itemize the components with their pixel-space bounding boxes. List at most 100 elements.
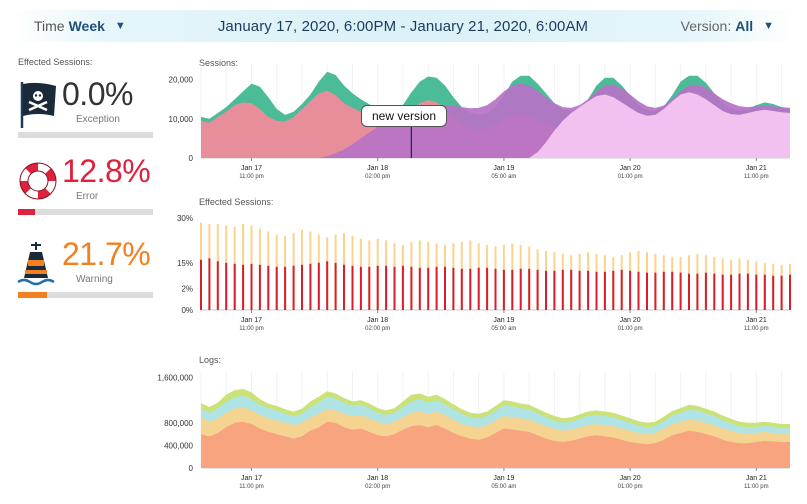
x-tick-sublabel: 11:00 pm <box>239 174 264 180</box>
error-bar <box>427 267 430 310</box>
x-tick-label: Jan 17 <box>241 317 262 324</box>
error-bar <box>629 270 632 310</box>
error-value: 12.8% <box>62 153 151 189</box>
error-bar <box>334 262 337 310</box>
sessions-chart-title: Sessions: <box>199 58 239 68</box>
x-tick-label: Jan 17 <box>241 165 262 172</box>
x-tick-sublabel: 01:00 pm <box>618 174 643 180</box>
exception-label: Exception <box>76 114 120 125</box>
x-tick-label: Jan 21 <box>746 165 767 172</box>
error-bar <box>772 275 775 310</box>
error-bar <box>620 269 623 310</box>
time-value[interactable]: Week <box>68 18 105 34</box>
error-bar <box>789 274 791 310</box>
x-tick-label: Jan 19 <box>493 165 514 172</box>
error-bar <box>570 269 573 310</box>
x-tick-label: Jan 18 <box>367 165 388 172</box>
version-selector[interactable]: Version: All ▼ <box>681 18 774 34</box>
y-tick-label: 10,000 <box>169 115 194 124</box>
error-bar <box>780 275 783 310</box>
time-dropdown-caret-icon[interactable]: ▼ <box>114 20 126 32</box>
error-bar <box>385 265 388 310</box>
x-tick-sublabel: 05:00 am <box>491 174 516 180</box>
error-bar <box>242 264 245 310</box>
error-bar <box>309 263 312 310</box>
error-bar <box>301 264 303 310</box>
logs-chart-title: Logs: <box>199 355 222 365</box>
error-bar <box>637 271 640 310</box>
x-tick-sublabel: 05:00 am <box>491 326 516 332</box>
error-bar <box>452 267 455 310</box>
error-bar <box>587 270 590 310</box>
x-tick-label: Jan 19 <box>493 475 514 482</box>
error-bar <box>401 265 404 310</box>
error-bar <box>746 273 749 310</box>
error-label: Error <box>76 191 99 202</box>
error-bar <box>730 274 733 310</box>
x-tick-sublabel: 11:00 pm <box>744 484 769 490</box>
error-bar <box>511 269 514 310</box>
sidebar-title: Effected Sessions: <box>18 57 93 67</box>
error-bar <box>469 268 472 310</box>
error-bar <box>444 266 446 310</box>
error-bar <box>233 263 236 310</box>
error-bar <box>292 265 295 310</box>
error-bar <box>696 273 699 310</box>
error-bar <box>561 269 564 310</box>
effected-sessions-chart-title: Effected Sessions: <box>199 197 274 207</box>
warning-progress-track <box>18 292 153 298</box>
error-bar <box>578 270 581 310</box>
error-bar <box>721 274 724 310</box>
version-value[interactable]: All <box>735 18 754 34</box>
metric-exception: 0.0% Exception <box>16 76 156 160</box>
error-bar <box>595 271 598 310</box>
x-tick-sublabel: 01:00 pm <box>618 484 643 490</box>
y-tick-label: 800,000 <box>164 419 193 428</box>
error-bar <box>393 266 396 310</box>
life-ring-icon <box>19 162 57 200</box>
error-bar <box>267 265 270 310</box>
x-tick-label: Jan 20 <box>620 475 641 482</box>
y-tick-label: 0 <box>189 464 194 473</box>
x-tick-sublabel: 01:00 pm <box>618 326 643 332</box>
error-bar <box>351 265 354 310</box>
error-bar <box>258 264 261 310</box>
warning-label: Warning <box>76 274 113 285</box>
error-progress-fill <box>18 209 36 215</box>
error-bar <box>502 269 505 310</box>
error-bar <box>494 268 497 310</box>
error-bar <box>738 273 741 310</box>
error-bar <box>519 268 522 310</box>
version-label: Version: <box>680 18 732 34</box>
version-dropdown-caret-icon[interactable]: ▼ <box>763 20 774 32</box>
top-bar: Time Week ▼ January 17, 2020, 6:00PM - J… <box>12 10 794 42</box>
x-tick-sublabel: 02:00 pm <box>365 174 390 180</box>
error-bar <box>208 258 211 310</box>
x-tick-label: Jan 20 <box>620 165 641 172</box>
error-bar <box>671 271 674 310</box>
exception-progress-track <box>18 132 153 138</box>
error-bar <box>486 267 489 310</box>
error-bar <box>553 270 556 310</box>
y-tick-label: 400,000 <box>164 441 193 450</box>
error-bar <box>418 267 421 310</box>
error-bar <box>704 272 707 310</box>
error-bar <box>460 268 463 310</box>
x-tick-sublabel: 02:00 pm <box>365 326 390 332</box>
error-bar <box>410 266 413 310</box>
x-tick-sublabel: 11:00 pm <box>744 174 769 180</box>
x-tick-label: Jan 17 <box>241 475 262 482</box>
error-bar <box>359 266 362 310</box>
x-tick-label: Jan 18 <box>367 317 388 324</box>
time-selector[interactable]: Time Week ▼ <box>34 18 126 34</box>
new-version-annotation[interactable]: new version <box>361 105 447 127</box>
warning-progress-fill <box>18 292 48 298</box>
error-bar <box>317 262 320 310</box>
x-tick-label: Jan 18 <box>367 475 388 482</box>
logs-layer1-area <box>201 421 790 468</box>
x-tick-sublabel: 11:00 pm <box>744 326 769 332</box>
x-tick-label: Jan 20 <box>620 317 641 324</box>
error-bar <box>688 273 690 310</box>
